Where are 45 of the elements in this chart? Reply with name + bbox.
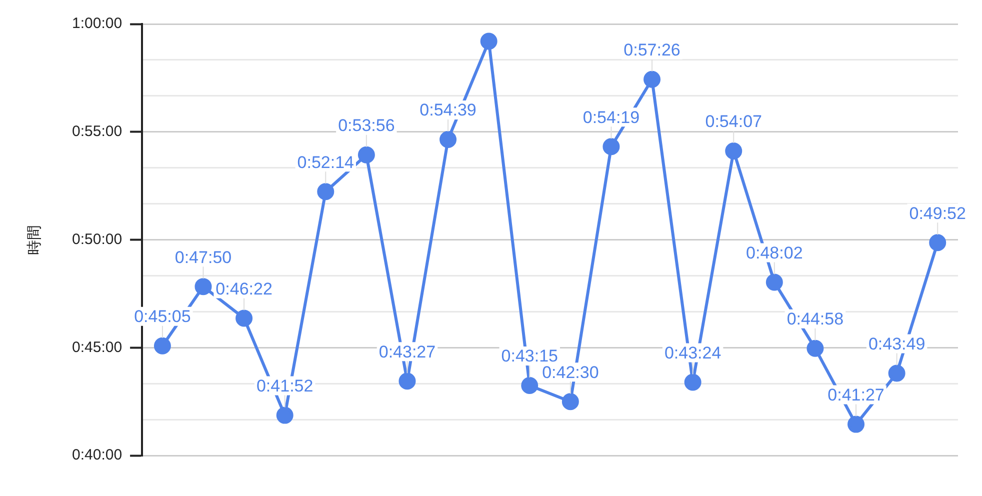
point: [317, 183, 334, 200]
y-axis-title: 時間: [24, 224, 43, 255]
y-tick-label: 0:45:00: [72, 338, 122, 356]
point: [521, 376, 538, 394]
data-label: 0:43:15: [501, 346, 558, 366]
y-tick-label: 1:00:00: [72, 15, 122, 32]
data-label: 0:57:26: [624, 40, 680, 60]
data-label: 0:42:30: [542, 362, 599, 382]
y-tick-label: 0:40:00: [72, 446, 122, 464]
point: [398, 372, 416, 390]
data-label: 0:44:58: [786, 310, 844, 329]
data-label: 0:52:14: [297, 152, 354, 172]
point: [276, 406, 294, 424]
point: [480, 32, 498, 50]
data-label: 0:48:02: [746, 243, 803, 262]
point: [154, 337, 171, 354]
data-label: 0:45:05: [134, 307, 191, 326]
data-label: 0:54:19: [582, 108, 640, 127]
point: [644, 70, 661, 88]
data-label: 0:43:24: [664, 343, 722, 362]
point: [684, 374, 702, 391]
point: [766, 274, 783, 291]
data-label: 0:54:07: [705, 112, 762, 132]
data-label: 0:43:49: [868, 334, 926, 354]
data-label: 0:47:50: [174, 248, 232, 267]
data-label: 0:53:56: [338, 116, 395, 136]
point: [194, 278, 212, 296]
point: [806, 340, 824, 357]
point: [236, 310, 253, 327]
y-tick-label: 0:55:00: [72, 123, 122, 140]
point: [440, 130, 457, 148]
data-label: 0:43:27: [378, 342, 436, 362]
data-label: 0:46:22: [216, 279, 272, 298]
data-label: 0:49:52: [909, 204, 966, 223]
point: [358, 146, 375, 164]
y-tick-label: 0:50:00: [72, 230, 122, 248]
point: [562, 393, 579, 410]
point: [602, 138, 620, 156]
point: [929, 234, 946, 252]
data-label: 0:41:27: [828, 385, 884, 404]
point: [848, 416, 865, 433]
point: [888, 364, 906, 382]
data-label: 0:54:39: [420, 100, 476, 120]
point: [725, 142, 742, 160]
data-label: 0:41:52: [256, 376, 314, 396]
